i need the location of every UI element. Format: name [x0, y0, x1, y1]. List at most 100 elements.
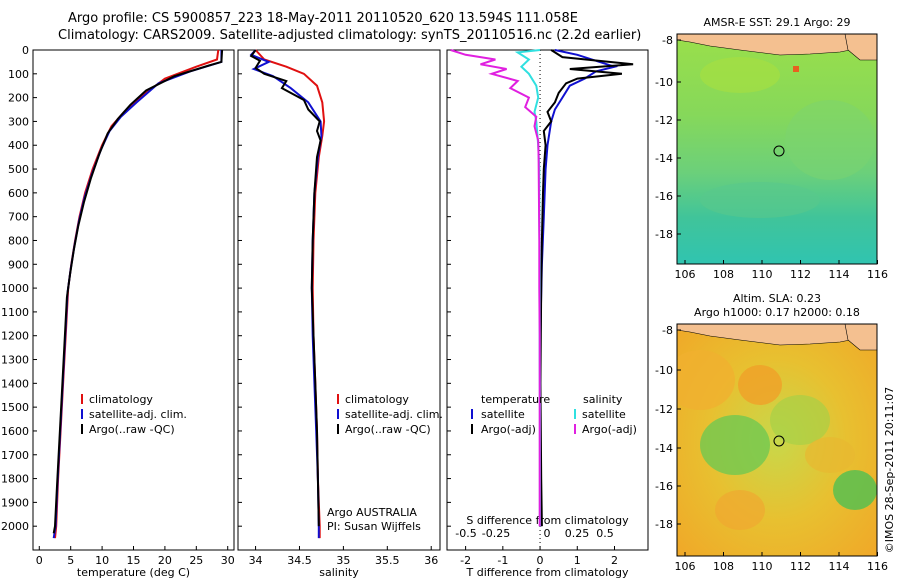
sla-map-title-1: Altim. SLA: 0.23 [733, 292, 821, 305]
legend-label: salinity [583, 393, 623, 406]
map-x-tick-label: 112 [790, 560, 811, 573]
series-line-salinity-satellite [514, 49, 541, 527]
x-tick-label: 30 [221, 554, 235, 567]
map-x-tick-label: 112 [790, 268, 811, 281]
annotation-text: PI: Susan Wijffels [327, 520, 421, 533]
y-tick-label: 600 [8, 187, 29, 200]
legend-label: climatology [345, 393, 409, 406]
series-line-satellite [52, 50, 223, 539]
map-x-tick-label: 116 [867, 560, 888, 573]
y-tick-label: 1800 [1, 473, 29, 486]
x-tick-label: 20 [158, 554, 172, 567]
x-axis-label: temperature (deg C) [77, 566, 190, 579]
map-y-tick-label: -14 [655, 442, 673, 455]
map-x-tick-label: 114 [829, 268, 850, 281]
x-tick-label: 15 [127, 554, 141, 567]
y-tick-label: 1600 [1, 425, 29, 438]
map-x-tick-label: 108 [713, 268, 734, 281]
top-x-tick-label: -0.5 [455, 527, 476, 540]
y-tick-label: 1100 [1, 306, 29, 319]
map-y-tick-label: -18 [655, 518, 673, 531]
y-tick-label: 700 [8, 211, 29, 224]
y-tick-label: 0 [22, 44, 29, 57]
legend-label: Argo(..raw -QC) [345, 423, 431, 436]
x-tick-label: 0 [537, 554, 544, 567]
top-x-tick-label: 0 [544, 527, 551, 540]
map-x-tick-label: 110 [752, 560, 773, 573]
sst-map-title: AMSR-E SST: 29.1 Argo: 29 [703, 16, 850, 29]
difference-panel: -2 -1 0 1 2T difference from climatology -0.5… [446, 49, 649, 579]
legend-label: satellite-adj. clim. [345, 408, 443, 421]
series-line-climatology [54, 49, 220, 539]
temperature-panel: 0 5 10 15 20 25 30 temperature (deg C) 0 100 200 30… [1, 44, 235, 579]
top-x-tick-label: 0.5 [596, 527, 614, 540]
x-tick-label: 0 [36, 554, 43, 567]
y-tick-label: 800 [8, 234, 29, 247]
map-x-tick-label: 108 [713, 560, 734, 573]
map-x-tick-label: 114 [829, 560, 850, 573]
x-tick-label: 35 [336, 554, 350, 567]
y-tick-label: 1400 [1, 377, 29, 390]
legend-label: Argo(-adj) [582, 423, 637, 436]
map-y-tick-label: -12 [655, 403, 673, 416]
x-tick-label: -2 [460, 554, 471, 567]
legend-label: satellite-adj. clim. [89, 408, 187, 421]
plot-frame [237, 49, 441, 551]
salinity-panel: 34 34.5 35 35.5 36 salinity climatology satelli… [237, 49, 443, 579]
series-line-argo [249, 49, 322, 527]
y-tick-label: 1200 [1, 330, 29, 343]
map-y-tick-label: -8 [662, 324, 673, 337]
series-line-argo [52, 49, 224, 534]
x-tick-label: 36 [424, 554, 438, 567]
legend-label: satellite [582, 408, 626, 421]
header-line-1: Argo profile: CS 5900857_223 18-May-2011… [68, 11, 578, 26]
series-line-satellite [249, 49, 323, 539]
legend-label: Argo(..raw -QC) [89, 423, 175, 436]
x-tick-label: 25 [189, 554, 203, 567]
plot-frame [32, 49, 235, 551]
legend-label: satellite [481, 408, 525, 421]
plot-frame [446, 49, 649, 551]
map-y-tick-label: -14 [655, 152, 673, 165]
map-y-tick-label: -12 [655, 114, 673, 127]
header-line-2: Climatology: CARS2009. Satellite-adjuste… [58, 28, 642, 43]
y-tick-label: 1500 [1, 401, 29, 414]
y-tick-label: 1900 [1, 496, 29, 509]
x-tick-label: 35.5 [375, 554, 400, 567]
y-tick-label: 1300 [1, 354, 29, 367]
map-y-tick-label: -16 [655, 480, 673, 493]
top-x-axis-label: S difference from climatology [466, 514, 629, 527]
map-x-tick-label: 106 [675, 560, 696, 573]
y-tick-label: 200 [8, 92, 29, 105]
series-line-temperature-argo [539, 49, 634, 527]
map-x-tick-label: 110 [752, 268, 773, 281]
x-tick-label: 34.5 [287, 554, 312, 567]
map-y-tick-label: -8 [662, 34, 673, 47]
map-y-tick-label: -16 [655, 190, 673, 203]
x-tick-label: -1 [497, 554, 508, 567]
map-y-tick-label: -18 [655, 228, 673, 241]
sst-map: AMSR-E SST: 29.1 Argo: 29 106 108 110 112 11… [655, 16, 888, 281]
map-y-tick-label: -10 [655, 364, 673, 377]
y-tick-label: 1700 [1, 449, 29, 462]
y-tick-label: 100 [8, 68, 29, 81]
credit-text: ©IMOS 28-Sep-2011 20:11:07 [883, 387, 896, 553]
argo-position-marker [773, 435, 785, 447]
y-tick-label: 1000 [1, 282, 29, 295]
map-x-tick-label: 116 [867, 268, 888, 281]
series-line-climatology [254, 49, 326, 539]
x-axis-label: T difference from climatology [466, 566, 629, 579]
top-x-tick-label: 0.25 [565, 527, 590, 540]
top-x-tick-label: -0.25 [482, 527, 510, 540]
x-tick-label: 34 [249, 554, 263, 567]
sla-map: Altim. SLA: 0.23 Argo h1000: 0.17 h2000:… [655, 292, 888, 573]
x-tick-label: 10 [95, 554, 109, 567]
y-tick-label: 400 [8, 139, 29, 152]
x-tick-label: 5 [67, 554, 74, 567]
y-tick-label: 900 [8, 258, 29, 271]
legend-label: climatology [89, 393, 153, 406]
map-y-tick-label: -10 [655, 76, 673, 89]
sla-map-title-2: Argo h1000: 0.17 h2000: 0.18 [694, 306, 860, 319]
map-x-tick-label: 106 [675, 268, 696, 281]
